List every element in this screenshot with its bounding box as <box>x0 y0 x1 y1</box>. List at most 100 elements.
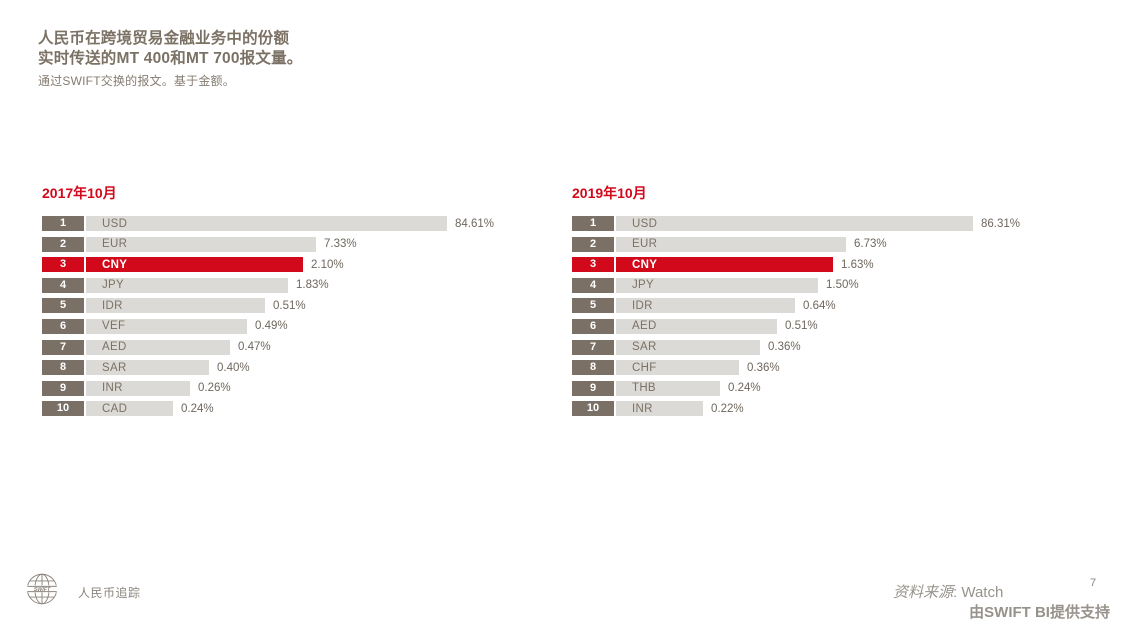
chart-row: 9 THB 0.24% <box>572 380 1092 396</box>
rank-badge: 8 <box>572 360 614 376</box>
rank-badge: 8 <box>42 360 84 376</box>
currency-label: INR <box>632 402 653 415</box>
value-label: 84.61% <box>455 217 495 230</box>
title-block: 人民币在跨境贸易金融业务中的份额 实时传送的MT 400和MT 700报文量。 … <box>38 29 303 89</box>
rank-badge: 1 <box>572 216 614 231</box>
value-label: 0.24% <box>728 382 761 395</box>
rank-badge: 9 <box>572 380 614 396</box>
chart-row: 2 EUR 7.33% <box>42 236 562 252</box>
currency-label: SAR <box>102 361 127 374</box>
bar: INR <box>86 380 190 396</box>
currency-label: IDR <box>102 299 123 312</box>
value-label: 0.40% <box>217 361 250 374</box>
bar: USD <box>616 216 973 231</box>
value-label: 0.36% <box>768 341 801 354</box>
value-label: 6.73% <box>854 238 887 251</box>
currency-label: AED <box>632 320 657 333</box>
chart-row: 10 CAD 0.24% <box>42 401 562 417</box>
currency-label: USD <box>102 217 128 230</box>
chart-row: 8 SAR 0.40% <box>42 360 562 376</box>
chart-2019-10: 2019年10月 1 USD 86.31% 2 EUR 6.73% 3 CNY 1.63% 4 JP… <box>572 186 1092 422</box>
page-title-line2: 实时传送的MT 400和MT 700报文量。 <box>38 50 303 67</box>
bar: USD <box>86 216 447 231</box>
powered-brand: SWIFT BI <box>984 604 1050 621</box>
chart-title-2017: 2017年10月 <box>42 185 117 201</box>
chart-title-2019: 2019年10月 <box>572 185 647 201</box>
chart-row: 5 IDR 0.51% <box>42 298 562 314</box>
bar: THB <box>616 380 720 396</box>
currency-label: CNY <box>102 258 128 271</box>
bar: CNY <box>616 257 833 273</box>
value-label: 0.49% <box>255 320 288 333</box>
rank-badge: 7 <box>42 339 84 355</box>
bar: JPY <box>86 277 288 293</box>
source-prefix: 资料来源 <box>893 584 954 601</box>
currency-label: INR <box>102 382 123 395</box>
currency-label: EUR <box>102 238 128 251</box>
bar: SAR <box>616 339 760 355</box>
rank-badge: 1 <box>42 216 84 231</box>
value-label: 86.31% <box>981 217 1021 230</box>
powered-suffix: 提供支持 <box>1049 604 1110 621</box>
bar: VEF <box>86 318 247 334</box>
rank-badge: 4 <box>42 277 84 293</box>
rank-badge: 10 <box>572 401 614 417</box>
swift-globe-logo: SWIFT <box>23 570 61 608</box>
rank-badge: 9 <box>42 380 84 396</box>
currency-label: USD <box>632 217 658 230</box>
source-separator: : <box>953 584 962 601</box>
chart-row: 4 JPY 1.50% <box>572 277 1092 293</box>
bar: SAR <box>86 360 209 376</box>
value-label: 1.50% <box>826 279 859 292</box>
chart-row: 2 EUR 6.73% <box>572 236 1092 252</box>
currency-label: CAD <box>102 402 128 415</box>
swift-logo-text: SWIFT <box>34 587 51 593</box>
value-label: 0.36% <box>747 361 780 374</box>
chart-row: 10 INR 0.22% <box>572 401 1092 417</box>
chart-row: 3 CNY 2.10% <box>42 257 562 273</box>
currency-label: JPY <box>632 279 654 292</box>
value-label: 7.33% <box>324 238 357 251</box>
rank-badge: 10 <box>42 401 84 417</box>
bar: IDR <box>616 298 795 314</box>
chart-row: 8 CHF 0.36% <box>572 360 1092 376</box>
currency-label: AED <box>102 341 127 354</box>
rank-badge: 2 <box>42 236 84 252</box>
bar: CAD <box>86 401 173 417</box>
bar: INR <box>616 401 703 417</box>
value-label: 0.22% <box>711 402 744 415</box>
chart-row: 6 VEF 0.49% <box>42 318 562 334</box>
bar: EUR <box>86 236 316 252</box>
powered-by-line: 由SWIFT BI提供支持 <box>969 601 1110 622</box>
value-label: 0.51% <box>273 299 306 312</box>
rank-badge: 5 <box>42 298 84 314</box>
value-label: 2.10% <box>311 258 344 271</box>
value-label: 1.63% <box>841 258 874 271</box>
bar: CHF <box>616 360 739 376</box>
rank-badge: 3 <box>42 257 84 273</box>
currency-label: CNY <box>632 258 658 271</box>
currency-label: IDR <box>632 299 653 312</box>
value-label: 0.51% <box>785 320 818 333</box>
chart-row: 4 JPY 1.83% <box>42 277 562 293</box>
currency-label: EUR <box>632 238 658 251</box>
rank-badge: 4 <box>572 277 614 293</box>
chart-row: 7 AED 0.47% <box>42 339 562 355</box>
bar: IDR <box>86 298 265 314</box>
rank-badge: 3 <box>572 257 614 273</box>
currency-label: CHF <box>632 361 657 374</box>
page-title-line1: 人民币在跨境贸易金融业务中的份额 <box>38 30 290 47</box>
bar: JPY <box>616 277 818 293</box>
currency-label: THB <box>632 382 656 395</box>
chart-rows-2019: 1 USD 86.31% 2 EUR 6.73% 3 CNY 1.63% 4 JPY 1.50% 5 ID… <box>572 216 1092 417</box>
rank-badge: 5 <box>572 298 614 314</box>
value-label: 0.24% <box>181 402 214 415</box>
source-value: Watch <box>961 584 1004 601</box>
value-label: 0.64% <box>803 299 836 312</box>
rank-badge: 7 <box>572 339 614 355</box>
bar: CNY <box>86 257 303 273</box>
chart-row: 1 USD 86.31% <box>572 216 1092 231</box>
chart-row: 3 CNY 1.63% <box>572 257 1092 273</box>
rank-badge: 6 <box>42 318 84 334</box>
page-subtitle: 通过SWIFT交换的报文。基于金额。 <box>38 74 235 88</box>
